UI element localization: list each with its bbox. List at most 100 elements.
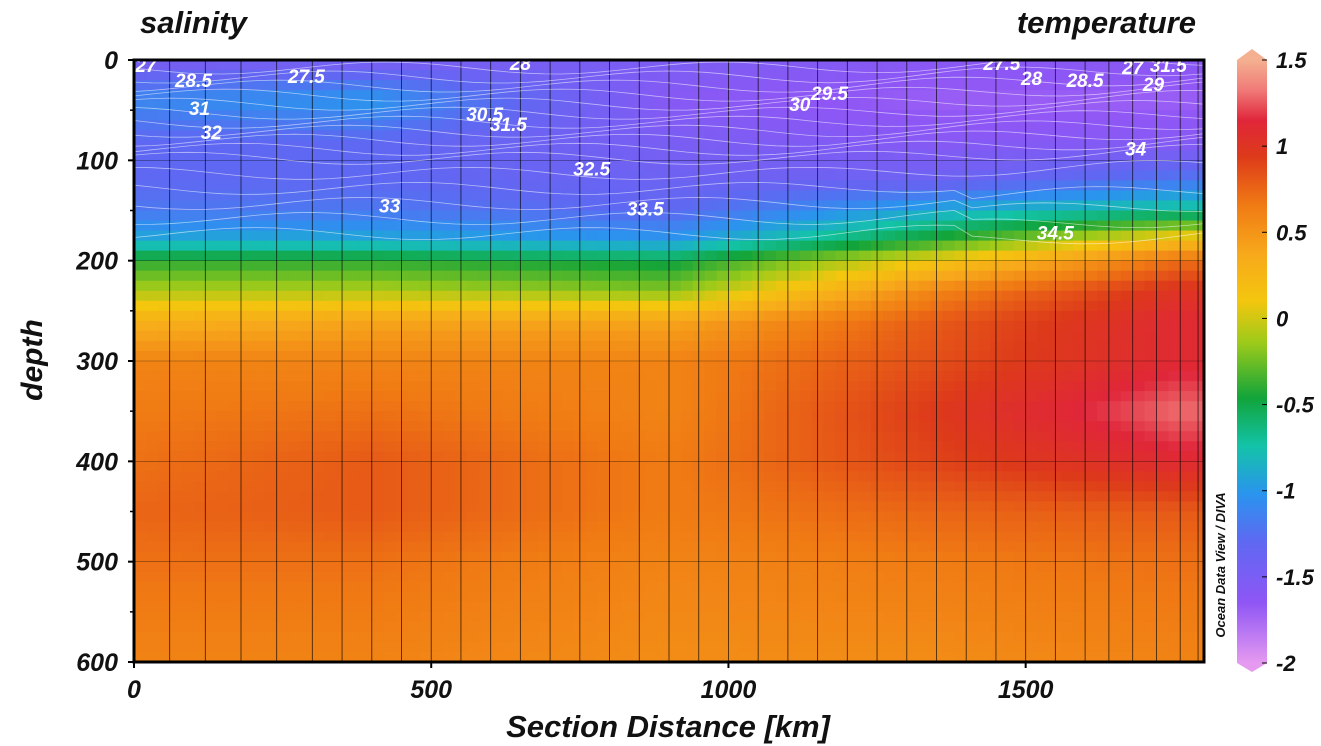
field-cell <box>657 110 670 121</box>
field-cell <box>134 150 147 161</box>
field-cell <box>145 220 159 232</box>
field-cell <box>252 361 266 372</box>
field-cell <box>288 401 302 412</box>
field-cell <box>502 551 516 563</box>
field-cell <box>954 180 967 192</box>
field-cell <box>431 411 444 422</box>
field-cell <box>526 80 539 91</box>
field-cell <box>371 200 385 212</box>
field-cell <box>181 110 195 121</box>
field-cell <box>526 591 539 603</box>
field-cell <box>657 611 670 623</box>
field-cell <box>954 491 967 503</box>
field-cell <box>264 80 278 91</box>
field-cell <box>490 551 504 563</box>
field-cell <box>787 361 801 372</box>
field-cell <box>264 200 278 212</box>
field-cell <box>490 270 504 282</box>
field-cell <box>906 421 920 432</box>
field-cell <box>847 70 860 81</box>
field-cell <box>157 581 171 593</box>
field-cell <box>431 350 444 362</box>
field-cell <box>324 611 337 623</box>
field-cell <box>276 611 290 623</box>
field-cell <box>478 361 492 372</box>
field-cell <box>918 411 932 422</box>
field-cell <box>1097 501 1110 513</box>
field-cell <box>359 330 373 342</box>
field-cell <box>538 631 551 643</box>
field-cell <box>657 451 670 462</box>
field-cell <box>407 411 420 422</box>
field-cell <box>538 381 551 392</box>
field-cell <box>431 481 444 493</box>
field-cell <box>419 80 432 91</box>
field-cell <box>883 501 896 513</box>
field-cell <box>419 441 432 452</box>
field-cell <box>1025 80 1039 91</box>
field-cell <box>288 591 302 603</box>
field-cell <box>312 320 325 332</box>
field-cell <box>229 240 242 252</box>
field-cell <box>193 180 206 192</box>
field-cell <box>1001 330 1015 342</box>
field-cell <box>894 561 908 573</box>
field-cell <box>728 431 741 442</box>
field-cell <box>466 330 480 342</box>
field-cell <box>134 611 147 623</box>
field-cell <box>918 260 932 272</box>
field-cell <box>193 531 206 543</box>
field-cell <box>954 320 967 332</box>
field-cell <box>1085 190 1098 202</box>
field-cell <box>264 421 278 432</box>
field-cell <box>847 411 860 422</box>
field-cell <box>1073 340 1086 352</box>
field-cell <box>1013 260 1027 272</box>
field-cell <box>621 571 634 583</box>
field-cell <box>478 471 492 482</box>
field-cell <box>1061 140 1074 151</box>
field-cell <box>1108 401 1122 412</box>
field-cell <box>229 130 242 141</box>
field-cell <box>680 631 694 643</box>
field-cell <box>526 340 539 352</box>
field-cell <box>704 511 718 523</box>
field-cell <box>466 320 480 332</box>
field-cell <box>1085 340 1098 352</box>
field-cell <box>704 371 718 382</box>
field-cell <box>157 601 171 613</box>
field-cell <box>954 431 967 442</box>
field-cell <box>645 611 658 623</box>
field-cell <box>205 361 218 372</box>
field-cell <box>134 60 147 71</box>
field-cell <box>550 441 563 452</box>
field-cell <box>835 391 848 402</box>
field-cell <box>799 621 813 633</box>
field-cell <box>312 120 325 131</box>
field-cell <box>562 190 575 202</box>
field-cell <box>324 421 337 432</box>
field-cell <box>300 230 313 242</box>
field-cell <box>799 441 813 452</box>
field-cell <box>966 541 979 553</box>
field-cell <box>134 591 147 603</box>
field-cell <box>490 340 504 352</box>
field-cell <box>324 531 337 543</box>
field-cell <box>764 581 777 593</box>
field-cell <box>300 431 313 442</box>
field-cell <box>1085 591 1098 603</box>
field-cell <box>145 80 159 91</box>
field-cell <box>431 401 444 412</box>
field-cell <box>324 350 337 362</box>
field-cell <box>1013 220 1027 232</box>
field-cell <box>264 350 278 362</box>
field-cell <box>621 210 634 222</box>
field-cell <box>597 170 611 181</box>
field-cell <box>205 411 218 422</box>
field-cell <box>359 501 373 513</box>
field-cell <box>966 581 979 593</box>
field-cell <box>1108 441 1122 452</box>
field-cell <box>312 170 325 181</box>
field-cell <box>894 601 908 613</box>
field-cell <box>157 511 171 523</box>
